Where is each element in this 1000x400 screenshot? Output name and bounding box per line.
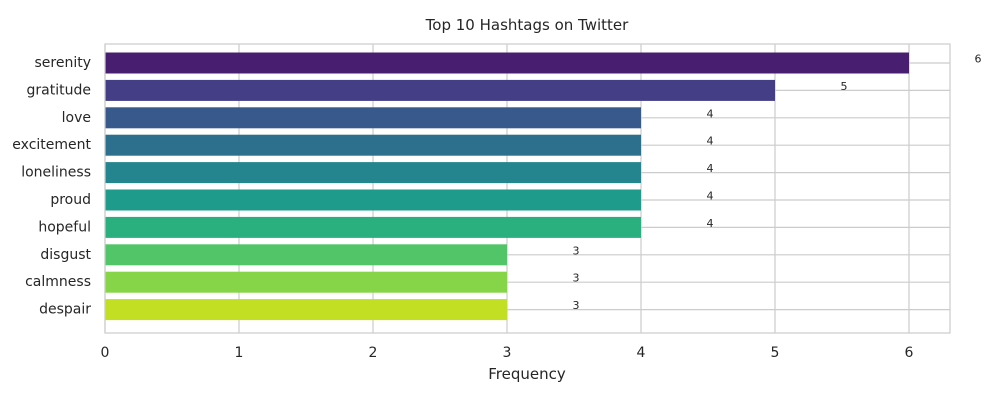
category-label: despair bbox=[39, 302, 91, 318]
bar bbox=[105, 299, 507, 321]
bar bbox=[105, 79, 775, 101]
category-label: gratitude bbox=[27, 82, 91, 98]
category-label: love bbox=[62, 110, 91, 126]
chart-title: Top 10 Hashtags on Twitter bbox=[425, 16, 629, 34]
bar bbox=[105, 216, 641, 238]
x-tick-label: 1 bbox=[235, 345, 244, 361]
data-label: 3 bbox=[573, 299, 580, 312]
x-tick-label: 2 bbox=[369, 345, 378, 361]
bar bbox=[105, 107, 641, 129]
plot-frame bbox=[104, 43, 951, 334]
category-label: disgust bbox=[40, 247, 91, 263]
data-label: 4 bbox=[707, 135, 714, 148]
category-label: loneliness bbox=[21, 165, 91, 181]
category-labels: serenity gratitude love excitement lonelines… bbox=[12, 55, 91, 318]
data-label: 4 bbox=[707, 190, 714, 203]
category-label: calmness bbox=[25, 274, 91, 290]
bars bbox=[105, 52, 909, 321]
x-tick-label: 6 bbox=[905, 345, 914, 361]
x-tick-label: 3 bbox=[503, 345, 512, 361]
bar bbox=[105, 162, 641, 184]
data-label: 5 bbox=[841, 80, 848, 93]
data-label: 4 bbox=[707, 217, 714, 230]
data-label: 4 bbox=[707, 107, 714, 120]
data-label: 3 bbox=[573, 272, 580, 285]
bar bbox=[105, 189, 641, 211]
data-label: 3 bbox=[573, 244, 580, 257]
category-label: hopeful bbox=[38, 219, 91, 235]
x-tick-label: 5 bbox=[771, 345, 780, 361]
data-label: 6 bbox=[975, 53, 982, 66]
category-label: serenity bbox=[34, 55, 91, 71]
bar bbox=[105, 52, 909, 74]
x-tick-label: 4 bbox=[637, 345, 646, 361]
category-label: proud bbox=[50, 192, 91, 208]
data-labels: 6 5 4 4 4 4 4 3 3 3 bbox=[573, 53, 982, 313]
data-label: 4 bbox=[707, 162, 714, 175]
bar bbox=[105, 244, 507, 266]
category-label: excitement bbox=[12, 137, 91, 153]
bar bbox=[105, 134, 641, 156]
bar bbox=[105, 271, 507, 293]
x-tick-labels: 0 1 2 3 4 5 6 bbox=[101, 345, 914, 361]
x-tick-label: 0 bbox=[101, 345, 110, 361]
x-axis-label: Frequency bbox=[488, 365, 566, 383]
